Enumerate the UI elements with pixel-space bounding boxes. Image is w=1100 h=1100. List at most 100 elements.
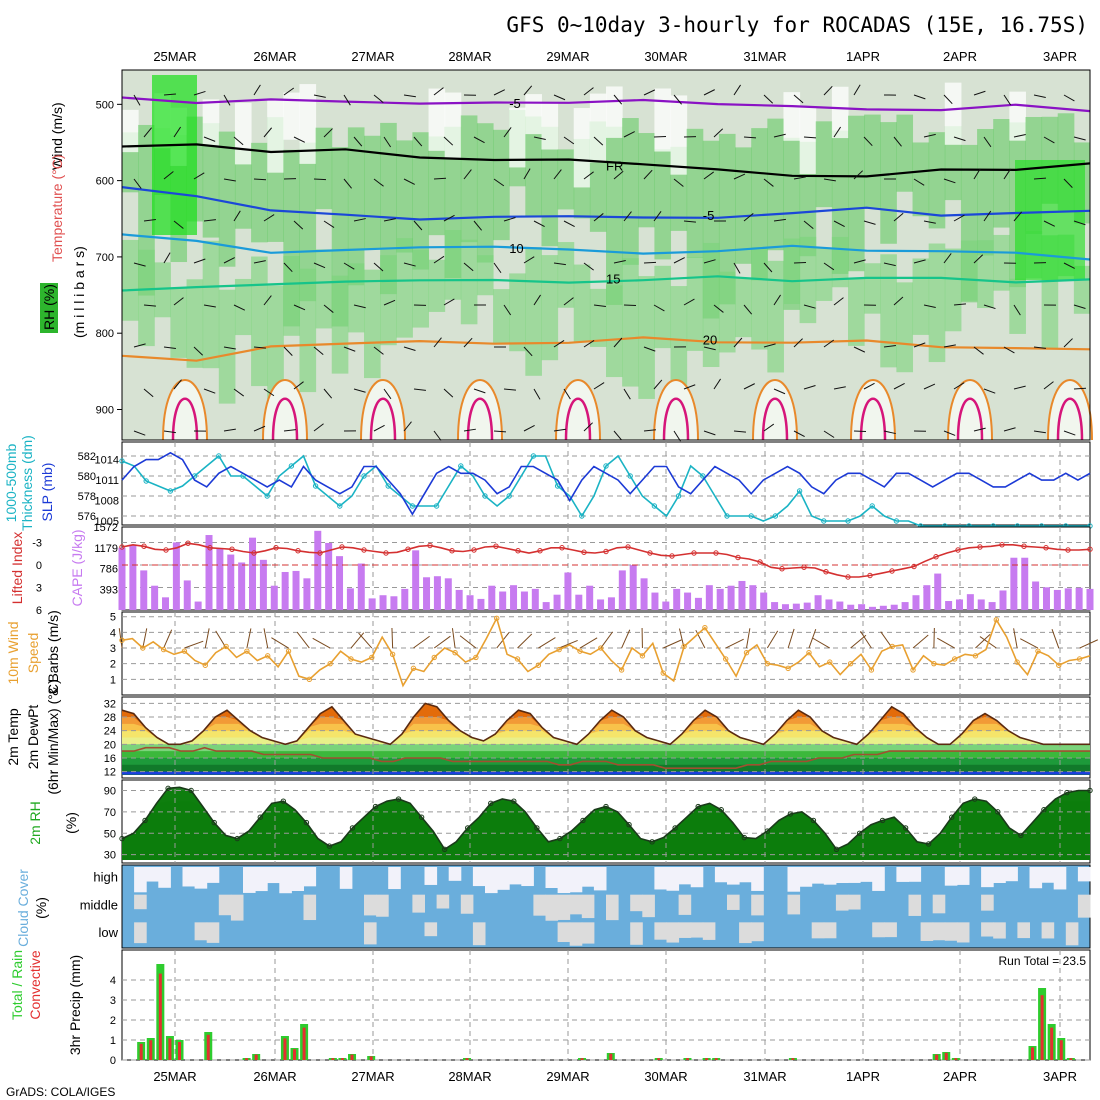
wind-barb: [433, 177, 447, 180]
cape-bar: [1064, 588, 1072, 610]
cloud-cell: [472, 922, 486, 946]
cloud-cell: [206, 867, 220, 883]
wind-barb: [803, 136, 817, 139]
wind-barb: [713, 304, 724, 313]
cloud-cell: [884, 922, 897, 938]
wind-barb: [223, 178, 236, 182]
rh2m-point: [234, 835, 240, 842]
wind10-point: [369, 654, 375, 661]
rh2m-point: [695, 803, 701, 810]
wind-barb: [833, 297, 844, 306]
precip-conv-bar: [254, 1054, 258, 1060]
lifted-index-point: [603, 548, 609, 555]
cape-bar: [444, 578, 452, 610]
rh-shade: [170, 288, 188, 358]
cloud-cell: [569, 894, 583, 915]
contour-label: 20: [703, 332, 717, 347]
wind-barb: [613, 94, 623, 105]
temp-contour-25: [271, 397, 299, 441]
rh2m-point: [511, 798, 517, 804]
precip-conv-bar: [657, 1058, 661, 1060]
wind-barb: [913, 259, 926, 264]
ylabel-barbs: & Barbs (m/s): [45, 610, 61, 696]
date-label-bottom: 29MAR: [546, 1069, 589, 1084]
wind-barb: [943, 178, 956, 184]
cape-bar: [575, 594, 583, 610]
cape-bar: [466, 595, 474, 610]
precip-conv-bar: [580, 1058, 584, 1060]
rh-shade: [525, 94, 542, 135]
cloud-cell: [908, 894, 922, 916]
temp-contour-25: [171, 397, 199, 441]
rh-shade: [670, 95, 688, 175]
cloud-cell: [920, 922, 934, 941]
wind10-point: [223, 643, 229, 650]
wind-barb: [643, 89, 656, 96]
rh-shade: [396, 238, 413, 338]
rh-shade: [428, 136, 446, 236]
cape-bar: [836, 601, 844, 610]
cape-bar: [1021, 557, 1029, 610]
wind-barb: [763, 94, 774, 104]
wind-barb: [703, 259, 716, 264]
cape-bar: [336, 556, 344, 610]
wind10-barb: [350, 632, 365, 649]
thickness-point: [748, 513, 754, 519]
rh2m-point: [810, 817, 817, 824]
precip-conv-bar: [954, 1058, 958, 1060]
cloud-cell: [1017, 922, 1030, 939]
cape-bar: [999, 590, 1007, 610]
ylabel-speed: Speed: [25, 633, 41, 673]
thickness-point: [845, 518, 851, 524]
cloud-cell: [291, 867, 304, 891]
precip-conv-bar: [791, 1058, 795, 1060]
wind-barb: [233, 304, 246, 311]
wind-barb: [253, 425, 266, 432]
lifted-index-point: [581, 549, 587, 555]
date-label-top: 2APR: [943, 49, 977, 64]
wind-barb: [763, 343, 776, 348]
date-label-bottom: 1APR: [846, 1069, 880, 1084]
wind-barb: [733, 262, 741, 274]
lifted-index-point: [933, 554, 939, 560]
wind-barb: [433, 87, 444, 96]
contour-label: 10: [509, 241, 523, 256]
wind-barb: [593, 213, 604, 222]
cape-bar: [1042, 587, 1050, 610]
thickness-point: [579, 513, 585, 519]
wind-barb: [673, 94, 682, 105]
wind-barb: [263, 214, 275, 222]
wind-barb: [493, 262, 502, 274]
rh2m-point: [211, 819, 217, 826]
thickness-line: [121, 454, 1090, 527]
wind-barb: [473, 136, 485, 144]
cape-panel-frame: [121, 526, 1091, 611]
wind10-point: [681, 643, 687, 650]
rh2m-tick-label: 30: [104, 850, 116, 862]
rh2m-point: [165, 785, 171, 792]
wind-barb: [203, 219, 216, 222]
wind-barb: [983, 304, 996, 310]
thickness-point: [627, 473, 633, 479]
rh2m-point: [833, 846, 840, 853]
wind10-tick-label: 4: [110, 627, 116, 639]
wind-barb: [913, 178, 925, 186]
cloud-cell: [194, 922, 208, 941]
wind-barb: [703, 89, 715, 96]
rh-shade: [1009, 278, 1026, 334]
wind-barb: [343, 94, 351, 106]
rh-shade: [460, 239, 478, 325]
rh-shade: [283, 256, 300, 336]
cape-bar: [433, 576, 441, 610]
rh-shade: [347, 127, 365, 286]
thickness-point: [312, 483, 319, 489]
cape-bar: [520, 591, 528, 610]
thickness-point: [337, 503, 343, 509]
rh-shade: [993, 234, 1010, 291]
wind-barb: [943, 430, 956, 436]
date-label-bottom: 28MAR: [448, 1069, 491, 1084]
cape-bar: [727, 585, 735, 610]
cape-bar: [390, 596, 398, 610]
wind-barb: [373, 346, 384, 355]
wind-barb: [803, 304, 816, 309]
